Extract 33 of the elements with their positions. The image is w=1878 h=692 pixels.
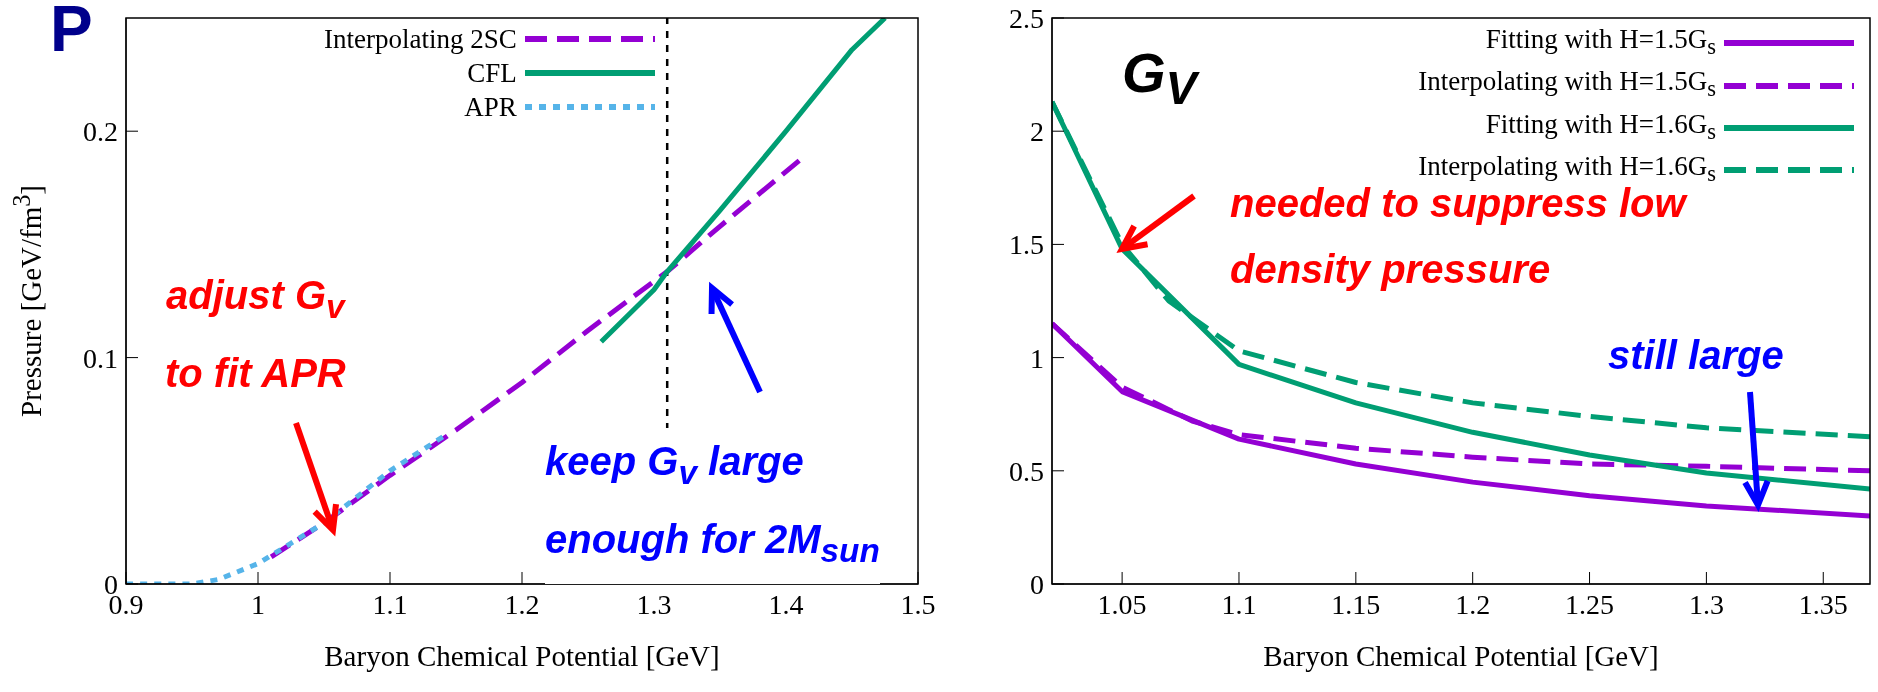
annotation: still large xyxy=(1608,332,1784,379)
annotation: adjust G$_{v}$ to fit APR xyxy=(165,272,346,397)
y-tick-label: 0 xyxy=(1030,568,1044,600)
legend-label: APR xyxy=(464,91,517,124)
y-tick-label: 0.2 xyxy=(83,116,118,148)
x-tick-label: 1.3 xyxy=(1688,588,1724,620)
y-tick-label: 0.1 xyxy=(83,342,118,374)
chart-title: P xyxy=(50,0,93,66)
legend-label: Fitting with H=1.6G$_{s}$ xyxy=(1485,107,1716,147)
y-tick-label: 1.5 xyxy=(1009,229,1044,261)
legend-label: Fitting with H=1.5G$_{s}$ xyxy=(1485,23,1716,62)
x-tick-label: 1.4 xyxy=(768,588,804,620)
x-tick-label: 1.5 xyxy=(900,588,936,620)
x-tick-label: 1.2 xyxy=(1455,588,1491,620)
x-axis-title: Baryon Chemical Potential [GeV] xyxy=(1262,640,1660,673)
x-tick-label: 1.15 xyxy=(1331,588,1381,620)
legend-label: Interpolating 2SC xyxy=(324,23,517,56)
y-tick-label: 2.5 xyxy=(1009,2,1044,34)
x-tick-label: 1 xyxy=(251,588,265,620)
y-tick-label: 0.5 xyxy=(1009,455,1044,487)
annotation: keep G$_{v}$ large enough for 2M$_{sun}$ xyxy=(545,428,880,584)
x-tick-label: 1.1 xyxy=(372,588,408,620)
x-tick-label: 1.25 xyxy=(1565,588,1615,620)
x-tick-label: 1.2 xyxy=(504,588,540,620)
x-tick-label: 1.35 xyxy=(1798,588,1848,620)
x-tick-label: 1.1 xyxy=(1221,588,1257,620)
y-tick-label: 1 xyxy=(1030,342,1044,374)
x-tick-label: 1.05 xyxy=(1097,588,1147,620)
x-tick-label: 1.3 xyxy=(636,588,672,620)
legend-label: CFL xyxy=(467,57,517,90)
x-axis-title: Baryon Chemical Potential [GeV] xyxy=(323,640,721,673)
y-tick-label: 2 xyxy=(1030,116,1044,148)
legend-label: Interpolating with H=1.5G$_{s}$ xyxy=(1418,65,1716,104)
